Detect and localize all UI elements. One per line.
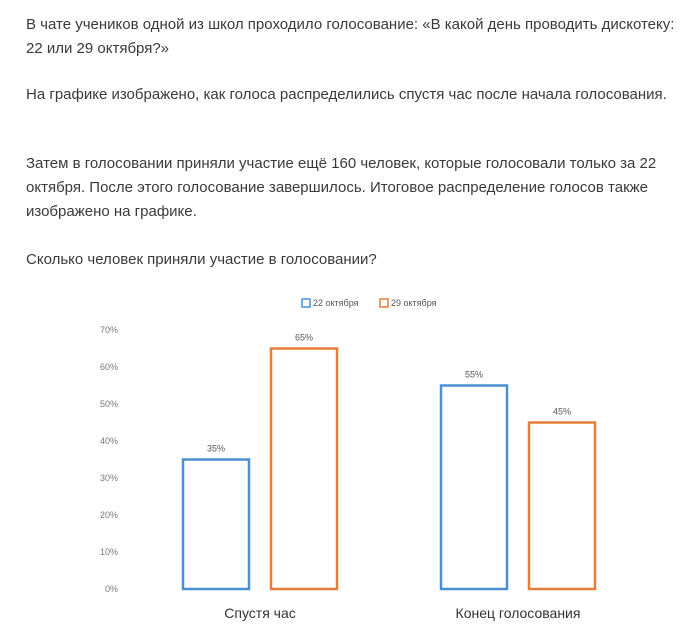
bar-oct22-after-hour [181,458,251,591]
y-tick-label: 0% [105,584,118,594]
y-tick-label: 20% [100,510,118,520]
data-label: 65% [295,333,313,343]
data-label: 45% [553,407,571,417]
legend-swatch-oct22 [301,298,311,308]
legend-label: 22 октября [313,298,359,308]
data-label: 35% [207,444,225,454]
y-tick-label: 60% [100,362,118,372]
bar-oct22-end [439,384,509,591]
y-tick-label: 50% [100,399,118,409]
legend-label: 29 октября [391,298,437,308]
legend-swatch-oct29 [379,298,389,308]
vote-bar-chart: 0% 10% 20% 30% 40% 50% 60% 70% 35% 55% 65% 45% Спуст… [100,298,597,621]
bar-oct29-after-hour [269,347,339,591]
problem-question: Сколько человек приняли участие в голосо… [26,251,377,268]
problem-paragraph-2: На графике изображено, как голоса распре… [26,86,667,103]
bar-oct29-end [527,421,597,591]
y-tick-label: 70% [100,325,118,335]
category-label: Конец голосования [456,605,581,621]
data-label: 55% [465,370,483,380]
category-label: Спустя час [224,605,296,621]
y-tick-label: 10% [100,547,118,557]
problem-paragraph-1: В чате учеников одной из школ проходило … [26,16,675,57]
y-tick-label: 40% [100,436,118,446]
y-tick-label: 30% [100,473,118,483]
problem-paragraph-3: Затем в голосовании приняли участие ещё … [26,155,657,220]
